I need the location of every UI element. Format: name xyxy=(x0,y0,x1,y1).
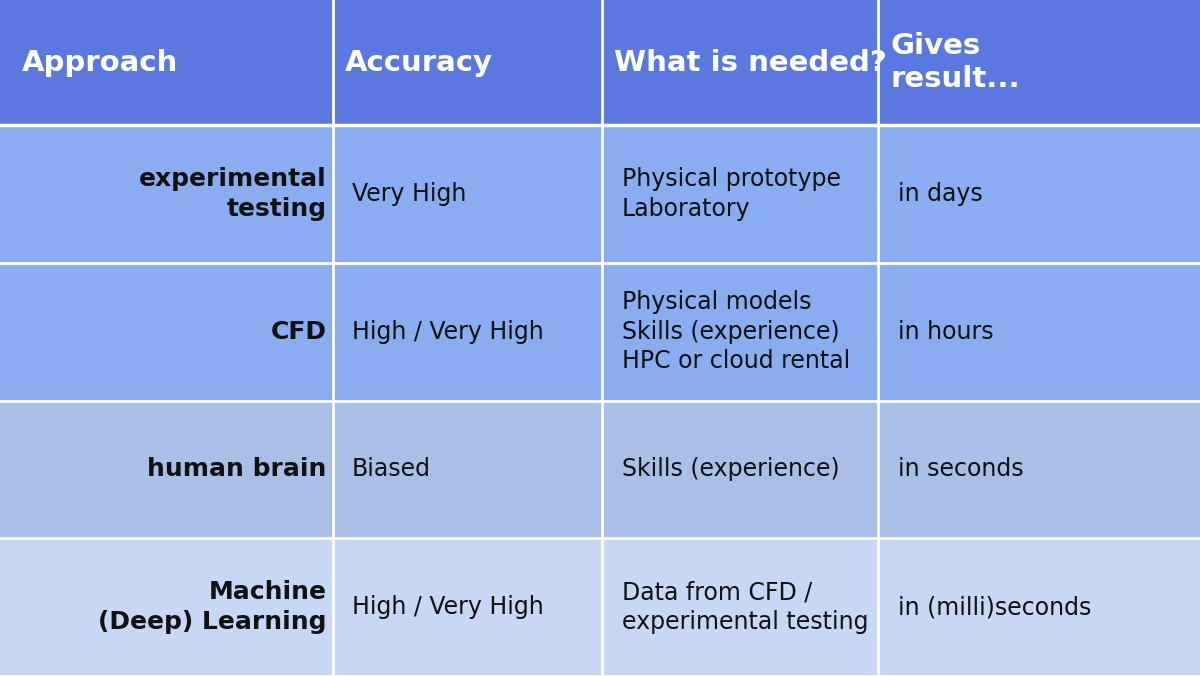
Bar xyxy=(0,400,1200,538)
Text: Physical prototype
Laboratory: Physical prototype Laboratory xyxy=(622,167,840,221)
Text: experimental
testing: experimental testing xyxy=(139,167,326,221)
Bar xyxy=(0,0,1200,125)
Bar xyxy=(0,538,1200,676)
Text: High / Very High: High / Very High xyxy=(352,595,544,619)
Text: CFD: CFD xyxy=(270,320,326,343)
Text: High / Very High: High / Very High xyxy=(352,320,544,343)
Text: Data from CFD /
experimental testing: Data from CFD / experimental testing xyxy=(622,580,868,634)
Bar xyxy=(0,125,1200,263)
Text: Approach: Approach xyxy=(22,49,178,76)
Text: What is needed?: What is needed? xyxy=(614,49,887,76)
Text: in days: in days xyxy=(898,182,983,206)
Text: Machine
(Deep) Learning: Machine (Deep) Learning xyxy=(98,580,326,634)
Text: Physical models
Skills (experience)
HPC or cloud rental: Physical models Skills (experience) HPC … xyxy=(622,290,850,373)
Text: in hours: in hours xyxy=(898,320,994,343)
Text: Accuracy: Accuracy xyxy=(346,49,493,76)
Text: Biased: Biased xyxy=(352,458,431,481)
Bar xyxy=(0,263,1200,400)
Text: in seconds: in seconds xyxy=(898,458,1024,481)
Text: Gives
result...: Gives result... xyxy=(890,32,1020,93)
Text: Very High: Very High xyxy=(352,182,466,206)
Text: Skills (experience): Skills (experience) xyxy=(622,458,839,481)
Text: in (milli)seconds: in (milli)seconds xyxy=(898,595,1091,619)
Text: human brain: human brain xyxy=(148,458,326,481)
